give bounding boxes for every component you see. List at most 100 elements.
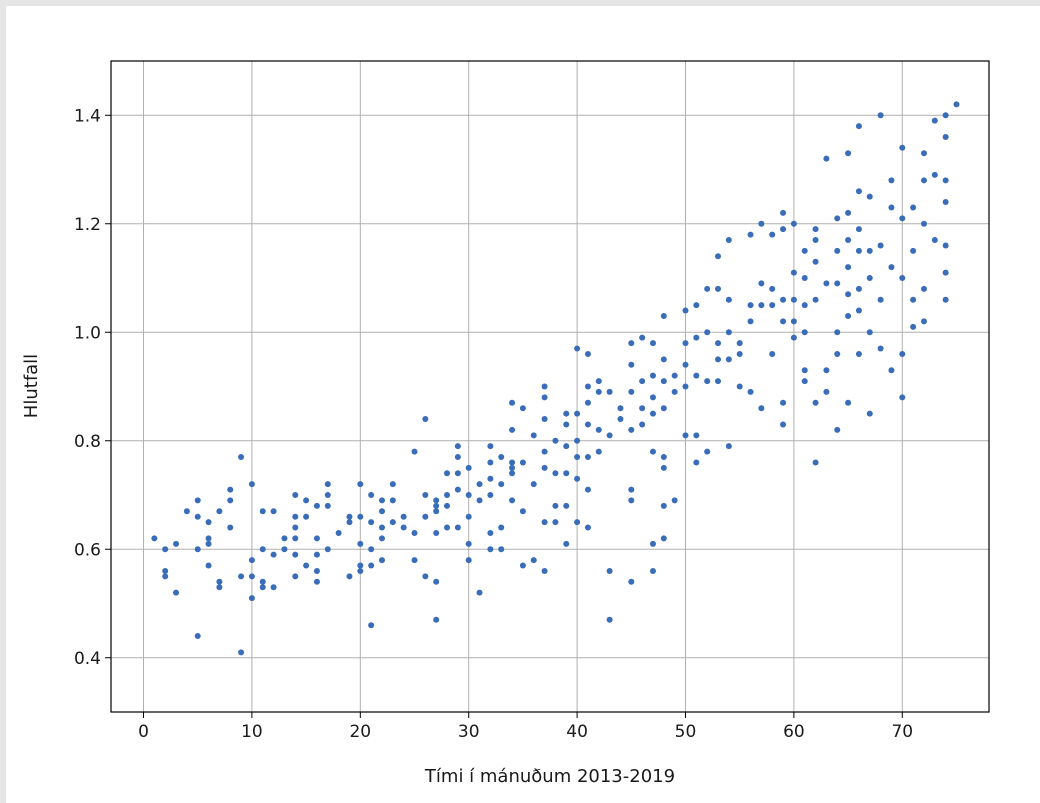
data-point bbox=[519, 459, 526, 466]
data-point bbox=[465, 557, 472, 564]
data-point bbox=[606, 616, 613, 623]
data-point bbox=[498, 481, 505, 488]
data-point bbox=[541, 383, 548, 390]
scatter-chart: 0 10 20 30 40 50 60 70 0.4 0.6 0.8 1.0 1.2 1.4 Tími í… bbox=[21, 60, 990, 787]
data-point bbox=[227, 486, 234, 493]
data-point bbox=[378, 524, 385, 531]
data-point bbox=[790, 318, 797, 325]
data-point bbox=[422, 513, 429, 520]
data-point bbox=[920, 285, 927, 292]
data-point bbox=[834, 247, 841, 254]
data-point bbox=[715, 253, 722, 260]
data-point bbox=[389, 481, 396, 488]
data-point bbox=[855, 307, 862, 314]
data-point bbox=[693, 459, 700, 466]
data-point bbox=[801, 378, 808, 385]
data-point bbox=[845, 399, 852, 406]
data-point bbox=[715, 340, 722, 347]
data-point bbox=[704, 285, 711, 292]
data-point bbox=[790, 296, 797, 303]
data-point bbox=[834, 280, 841, 287]
data-point bbox=[584, 454, 591, 461]
data-point bbox=[216, 508, 223, 515]
data-point bbox=[357, 562, 364, 569]
data-point bbox=[877, 345, 884, 352]
data-point bbox=[769, 285, 776, 292]
data-point bbox=[205, 562, 212, 569]
y-axis-label: Hlutfall bbox=[21, 354, 42, 418]
data-point bbox=[162, 573, 169, 580]
data-point bbox=[855, 350, 862, 357]
data-point bbox=[346, 519, 353, 526]
data-point bbox=[639, 405, 646, 412]
data-point bbox=[487, 459, 494, 466]
data-point bbox=[628, 486, 635, 493]
data-point bbox=[324, 546, 331, 553]
data-point bbox=[790, 220, 797, 227]
data-point bbox=[595, 378, 602, 385]
data-point bbox=[649, 567, 656, 574]
data-point bbox=[281, 535, 288, 542]
data-point bbox=[183, 508, 190, 515]
data-point bbox=[671, 388, 678, 395]
data-point bbox=[346, 513, 353, 520]
data-point bbox=[259, 546, 266, 553]
data-point bbox=[509, 470, 516, 477]
data-point bbox=[649, 394, 656, 401]
data-point bbox=[433, 502, 440, 509]
data-point bbox=[736, 340, 743, 347]
x-tick-label: 40 bbox=[566, 722, 588, 742]
data-point bbox=[541, 464, 548, 471]
data-point bbox=[303, 497, 310, 504]
data-point bbox=[801, 302, 808, 309]
data-point bbox=[910, 247, 917, 254]
data-point bbox=[758, 302, 765, 309]
x-tick-label: 60 bbox=[783, 722, 805, 742]
data-point bbox=[563, 410, 570, 417]
x-tick-label: 30 bbox=[458, 722, 480, 742]
data-point bbox=[270, 551, 277, 558]
data-point bbox=[248, 595, 255, 602]
data-point bbox=[899, 350, 906, 357]
data-point bbox=[780, 421, 787, 428]
data-point bbox=[823, 155, 830, 162]
y-tick-label: 0.6 bbox=[74, 540, 101, 560]
data-point bbox=[812, 459, 819, 466]
data-point bbox=[801, 367, 808, 374]
data-point bbox=[530, 432, 537, 439]
data-point bbox=[845, 312, 852, 319]
data-point bbox=[942, 177, 949, 184]
data-point bbox=[270, 584, 277, 591]
data-point bbox=[444, 524, 451, 531]
data-point bbox=[747, 231, 754, 238]
data-point bbox=[552, 437, 559, 444]
data-point bbox=[313, 551, 320, 558]
data-point bbox=[205, 540, 212, 547]
data-point bbox=[780, 226, 787, 233]
data-point bbox=[769, 350, 776, 357]
data-point bbox=[584, 524, 591, 531]
data-point bbox=[509, 464, 516, 471]
data-point bbox=[368, 562, 375, 569]
data-point bbox=[877, 296, 884, 303]
data-point bbox=[465, 540, 472, 547]
data-point bbox=[584, 421, 591, 428]
data-point bbox=[845, 209, 852, 216]
data-point bbox=[541, 394, 548, 401]
data-point bbox=[411, 448, 418, 455]
data-point bbox=[216, 584, 223, 591]
data-point bbox=[812, 399, 819, 406]
data-point bbox=[639, 378, 646, 385]
data-point bbox=[259, 584, 266, 591]
data-point bbox=[292, 551, 299, 558]
data-point bbox=[194, 513, 201, 520]
data-point bbox=[584, 383, 591, 390]
x-tick-label: 50 bbox=[675, 722, 697, 742]
data-point bbox=[866, 247, 873, 254]
data-point bbox=[292, 535, 299, 542]
data-point bbox=[855, 226, 862, 233]
data-point bbox=[346, 573, 353, 580]
data-point bbox=[378, 508, 385, 515]
data-point bbox=[205, 519, 212, 526]
data-point bbox=[715, 378, 722, 385]
